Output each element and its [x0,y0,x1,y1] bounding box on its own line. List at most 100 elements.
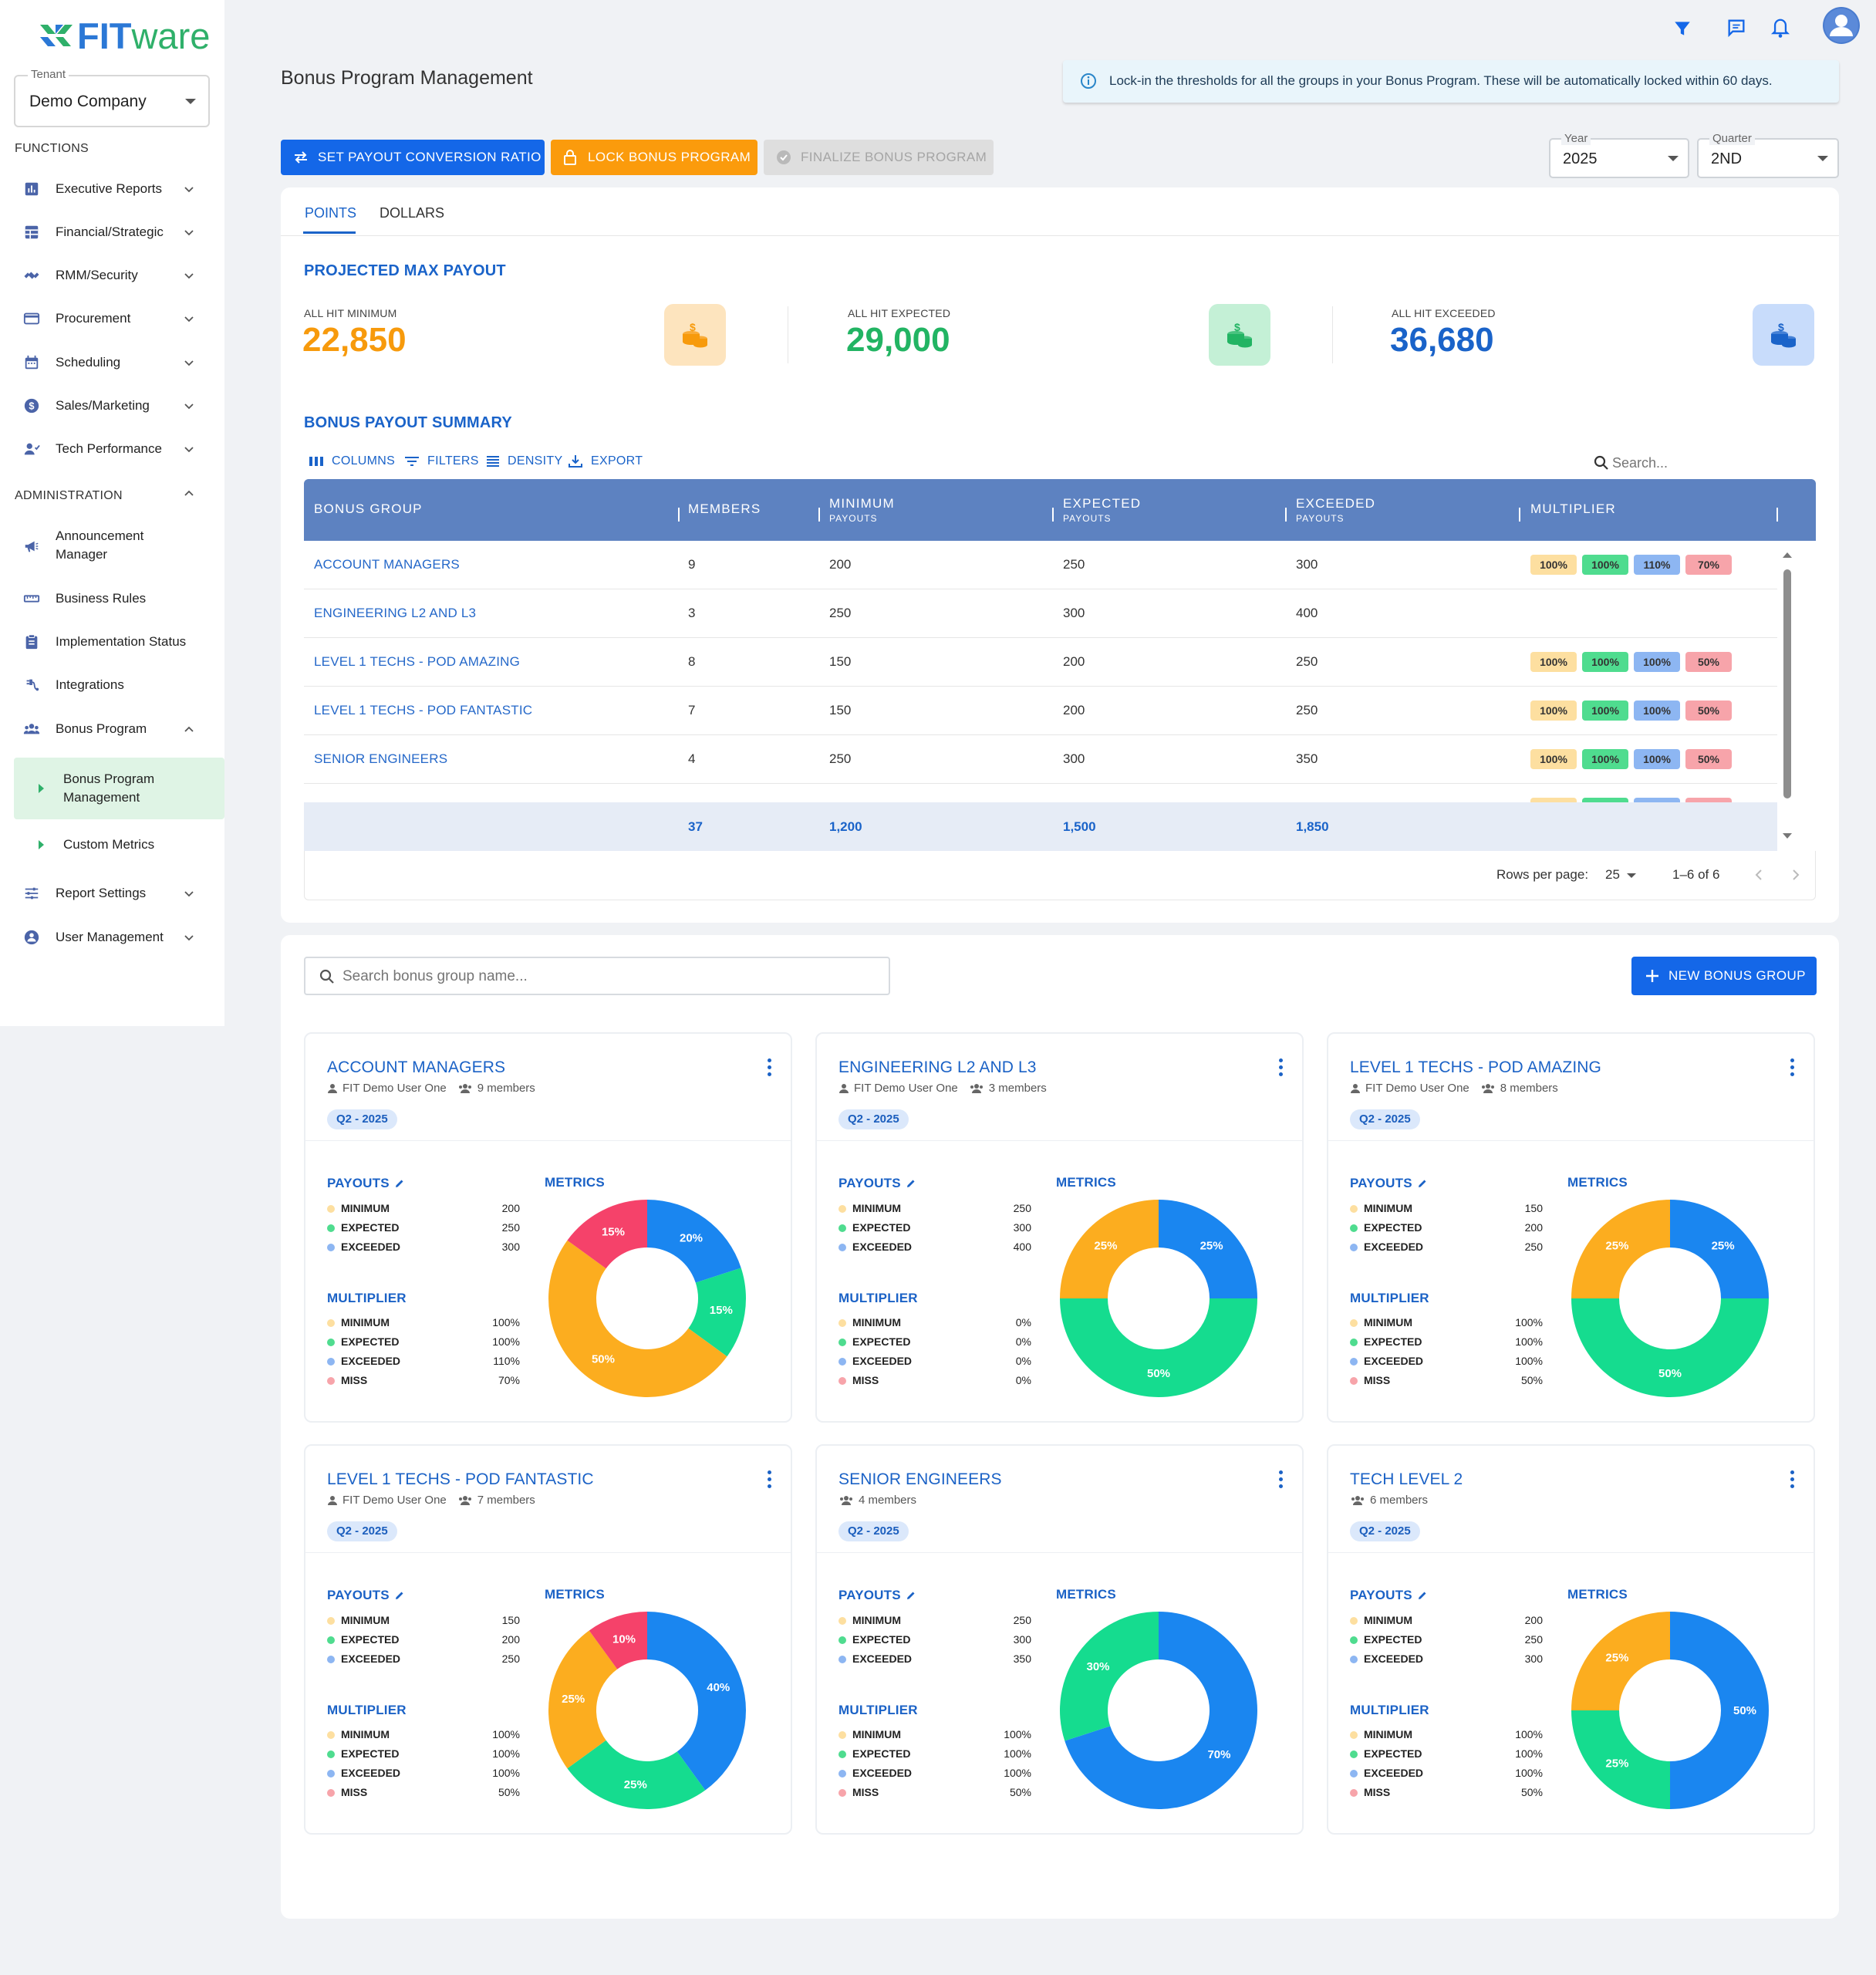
sidebar-item-user-management[interactable]: User Management [0,926,224,949]
brand-logo[interactable]: FITware [37,15,210,56]
chevron-down-icon[interactable] [184,227,194,238]
bonus-group-title[interactable]: TECH LEVEL 2 [1350,1470,1463,1488]
edit-icon[interactable] [1417,1590,1428,1601]
next-page-icon[interactable] [1790,868,1801,882]
user-avatar[interactable] [1823,7,1860,44]
sidebar-item-scheduling[interactable]: Scheduling [0,351,224,374]
payouts-heading[interactable]: PAYOUTS [1350,1588,1428,1603]
donut-slice[interactable] [1065,1612,1257,1809]
chevron-up-icon[interactable] [184,488,194,498]
rows-per-page-select[interactable]: 25 [1605,867,1620,882]
bonus-group-link[interactable]: ACCOUNT MANAGERS [314,557,460,572]
payouts-heading[interactable]: PAYOUTS [327,1176,405,1191]
donut-slice[interactable] [567,1740,706,1809]
donut-slice[interactable] [1060,1200,1159,1298]
bonus-group-card[interactable]: SENIOR ENGINEERS 4 members Q2 - 2025 PAYOUT… [815,1444,1304,1835]
bonus-group-card[interactable]: ENGINEERING L2 AND L3 FIT Demo User One 3 … [815,1032,1304,1423]
column-separator[interactable] [1285,508,1287,522]
table-row[interactable]: LEVEL 1 TECHS - POD FANTASTIC 7 150 200 250 1… [304,687,1777,735]
sidebar-item-sales-marketing[interactable]: $ Sales/Marketing [0,394,224,417]
chevron-up-icon[interactable] [184,724,194,734]
more-vert-icon[interactable] [1279,1058,1284,1079]
filter-icon[interactable] [1672,19,1692,39]
sidebar-item-bonus-program[interactable]: Bonus Program [0,717,224,741]
column-header-expected[interactable]: EXPECTED PAYOUTS [1063,496,1141,524]
caret-down-icon[interactable] [1627,873,1636,878]
table-row[interactable]: ACCOUNT MANAGERS 9 200 250 300 100% 100% 110% 70… [304,541,1777,589]
payouts-heading[interactable]: PAYOUTS [1350,1176,1428,1191]
bonus-group-card[interactable]: LEVEL 1 TECHS - POD AMAZING FIT Demo User… [1327,1032,1815,1423]
chevron-down-icon[interactable] [184,184,194,194]
donut-slice[interactable] [1060,1612,1159,1741]
edit-icon[interactable] [1417,1178,1428,1189]
column-header-bonus-group[interactable]: BONUS GROUP [314,501,423,516]
sidebar-item-integrations[interactable]: Integrations [0,674,224,697]
sidebar-item-procurement[interactable]: Procurement [0,307,224,330]
payouts-heading[interactable]: PAYOUTS [838,1176,916,1191]
bonus-group-search[interactable] [304,957,890,995]
chevron-down-icon[interactable] [184,888,194,899]
finalize-bonus-program-button[interactable]: FINALIZE BONUS PROGRAM [764,140,994,175]
column-header-minimum[interactable]: MINIMUM PAYOUTS [829,496,895,524]
export-button[interactable]: EXPORT [568,454,643,468]
chevron-down-icon[interactable] [184,444,194,454]
bonus-group-link[interactable]: ENGINEERING L2 AND L3 [314,606,477,620]
new-bonus-group-button[interactable]: NEW BONUS GROUP [1631,957,1817,995]
edit-icon[interactable] [906,1590,916,1601]
bonus-group-title[interactable]: LEVEL 1 TECHS - POD FANTASTIC [327,1470,594,1488]
sidebar-item-announcement-manager[interactable]: Announcement Manager [0,525,224,568]
filters-button[interactable]: FILTERS [404,454,479,468]
donut-slice[interactable] [1571,1612,1670,1710]
tenant-select[interactable]: Tenant Demo Company [14,68,210,127]
donut-slice[interactable] [1670,1200,1769,1298]
table-row[interactable]: LEVEL 1 TECHS - POD AMAZING 8 150 200 250 100… [304,638,1777,687]
sidebar-item-report-settings[interactable]: Report Settings [0,882,224,905]
donut-slice[interactable] [567,1200,647,1269]
donut-slice[interactable] [1571,1710,1670,1809]
column-separator[interactable] [1776,508,1778,522]
sidebar-item-tech-performance[interactable]: Tech Performance [0,437,224,461]
column-separator[interactable] [678,508,680,522]
sidebar-item-rmm-security[interactable]: RMM/Security [0,264,224,287]
column-separator[interactable] [1052,508,1054,522]
bonus-group-title[interactable]: ACCOUNT MANAGERS [327,1058,506,1076]
set-payout-conversion-ratio-button[interactable]: SET PAYOUT CONVERSION RATIO [281,140,545,175]
more-vert-icon[interactable] [768,1058,772,1079]
donut-slice[interactable] [1159,1200,1257,1298]
more-vert-icon[interactable] [1790,1470,1795,1491]
table-search[interactable] [1594,452,1779,474]
bonus-group-card[interactable]: TECH LEVEL 2 6 members Q2 - 2025 PAYOUTS MET… [1327,1444,1815,1835]
donut-slice[interactable] [1571,1298,1769,1397]
chevron-down-icon[interactable] [184,932,194,943]
scroll-up-icon[interactable] [1781,550,1793,559]
donut-slice[interactable] [688,1268,746,1357]
table-row[interactable]: ENGINEERING L2 AND L3 3 250 300 400 [304,589,1777,638]
columns-button[interactable]: COLUMNS [309,454,395,468]
payouts-heading[interactable]: PAYOUTS [838,1588,916,1603]
edit-icon[interactable] [394,1178,405,1189]
bonus-group-title[interactable]: LEVEL 1 TECHS - POD AMAZING [1350,1058,1601,1076]
sidebar-item-custom-metrics[interactable]: Custom Metrics [14,833,224,856]
column-header-members[interactable]: MEMBERS [688,501,761,516]
column-header-multiplier[interactable]: MULTIPLIER [1530,501,1616,516]
table-scrollbar-thumb[interactable] [1783,569,1791,798]
donut-slice[interactable] [589,1612,647,1669]
bonus-group-title[interactable]: SENIOR ENGINEERS [838,1470,1002,1488]
bonus-group-card[interactable]: LEVEL 1 TECHS - POD FANTASTIC FIT Demo Us… [304,1444,792,1835]
bonus-group-card[interactable]: ACCOUNT MANAGERS FIT Demo User One 9 membe… [304,1032,792,1423]
chevron-down-icon[interactable] [184,400,194,411]
sidebar-item-implementation-status[interactable]: Implementation Status [0,630,224,653]
donut-slice[interactable] [1571,1200,1670,1298]
donut-slice[interactable] [1670,1612,1769,1809]
bonus-group-search-input[interactable] [342,966,867,988]
donut-slice[interactable] [548,1240,727,1397]
bonus-group-title[interactable]: ENGINEERING L2 AND L3 [838,1058,1037,1076]
bonus-group-link[interactable]: LEVEL 1 TECHS - POD AMAZING [314,654,521,669]
edit-icon[interactable] [906,1178,916,1189]
tab-points[interactable]: POINTS [305,205,357,221]
donut-slice[interactable] [647,1200,741,1283]
lock-bonus-program-button[interactable]: LOCK BONUS PROGRAM [551,140,757,175]
scroll-down-icon[interactable] [1781,832,1793,841]
more-vert-icon[interactable] [1279,1470,1284,1491]
bell-icon[interactable] [1770,15,1791,39]
